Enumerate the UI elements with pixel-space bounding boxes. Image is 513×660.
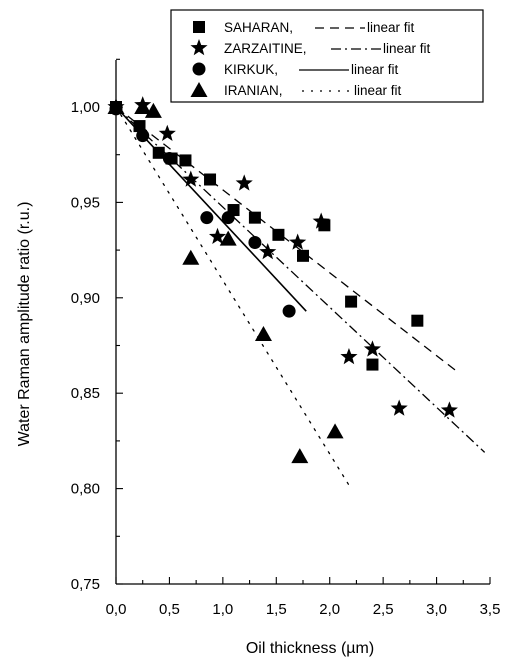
point-star <box>390 399 408 416</box>
point-star <box>208 227 227 245</box>
x-tick-label: 1,0 <box>212 601 233 618</box>
legend-fit-label: linear fit <box>354 83 402 98</box>
point-triangle <box>219 230 237 246</box>
x-tick-label: 3,5 <box>480 601 501 618</box>
y-tick-label: 0,95 <box>71 194 100 211</box>
y-tick-label: 1,00 <box>71 99 100 116</box>
x-tick-label: 0,5 <box>159 601 180 618</box>
point-triangle <box>144 102 162 118</box>
point-star <box>312 212 330 229</box>
point-circle <box>200 211 214 225</box>
fit-line-star <box>115 106 486 453</box>
point-star <box>289 233 307 250</box>
y-tick-label: 0,80 <box>71 481 100 498</box>
point-triangle <box>134 99 152 114</box>
point-circle <box>162 152 176 166</box>
x-tick-label: 0,0 <box>106 601 127 618</box>
point-square <box>297 249 309 262</box>
legend-fit-label: linear fit <box>383 41 431 56</box>
point-square <box>248 211 261 224</box>
legend-marker-circle <box>192 62 206 76</box>
legend-label: SAHARAN, <box>224 20 293 35</box>
fit-lines <box>115 106 486 490</box>
point-triangle <box>107 99 125 114</box>
x-tick-label: 3,0 <box>426 601 447 618</box>
point-square <box>272 228 285 241</box>
point-square <box>366 358 379 371</box>
y-tick-label: 0,85 <box>71 385 100 402</box>
point-circle <box>221 211 235 225</box>
legend-label: KIRKUK, <box>224 62 278 77</box>
point-star <box>182 170 200 187</box>
x-tick-label: 1,5 <box>266 601 287 618</box>
legend-fit-label: linear fit <box>351 62 399 77</box>
legend-label: IRANIAN, <box>224 83 283 98</box>
point-square <box>133 120 146 133</box>
point-star <box>259 243 277 260</box>
point-star <box>340 347 358 365</box>
point-circle <box>248 235 262 249</box>
y-axis-label: Water Raman amplitude ratio (r.u.) <box>16 202 33 447</box>
x-axis-label: Oil thickness (µm) <box>246 640 374 657</box>
point-circle <box>136 129 150 143</box>
point-star <box>235 174 253 191</box>
legend-fit-label: linear fit <box>367 20 415 35</box>
tick-labels: 0,0 0,5 1,0 1,5 2,0 2,5 3,0 3,5 0,75 0,80 0,85 0,90… <box>71 99 501 618</box>
point-triangle <box>326 423 344 439</box>
legend-marker-triangle <box>190 82 208 97</box>
fit-line-square <box>115 106 459 373</box>
axes <box>115 58 491 585</box>
point-star <box>363 340 382 357</box>
y-tick-label: 0,75 <box>71 576 100 593</box>
point-triangle <box>182 249 200 265</box>
legend: SAHARAN, linear fit ZARZAITINE, linear fit K… <box>170 9 484 103</box>
legend-label: ZARZAITINE, <box>224 41 307 56</box>
point-star <box>440 401 458 418</box>
point-triangle <box>254 326 272 342</box>
data-points <box>107 96 458 464</box>
point-square <box>152 146 165 159</box>
point-triangle <box>291 448 309 464</box>
legend-marker-star <box>190 39 208 56</box>
x-tick-label: 2,0 <box>319 601 340 618</box>
fit-line-circle <box>115 106 307 312</box>
legend-box <box>170 9 484 103</box>
point-circle <box>282 304 296 318</box>
x-tick-label: 2,5 <box>373 601 394 618</box>
y-tick-label: 0,90 <box>71 290 100 307</box>
fit-line-triangle <box>115 106 352 490</box>
legend-marker-square <box>193 21 205 33</box>
point-square <box>345 295 358 308</box>
point-square <box>179 154 192 167</box>
point-square <box>204 173 217 186</box>
point-star <box>158 124 176 141</box>
point-square <box>411 314 424 327</box>
